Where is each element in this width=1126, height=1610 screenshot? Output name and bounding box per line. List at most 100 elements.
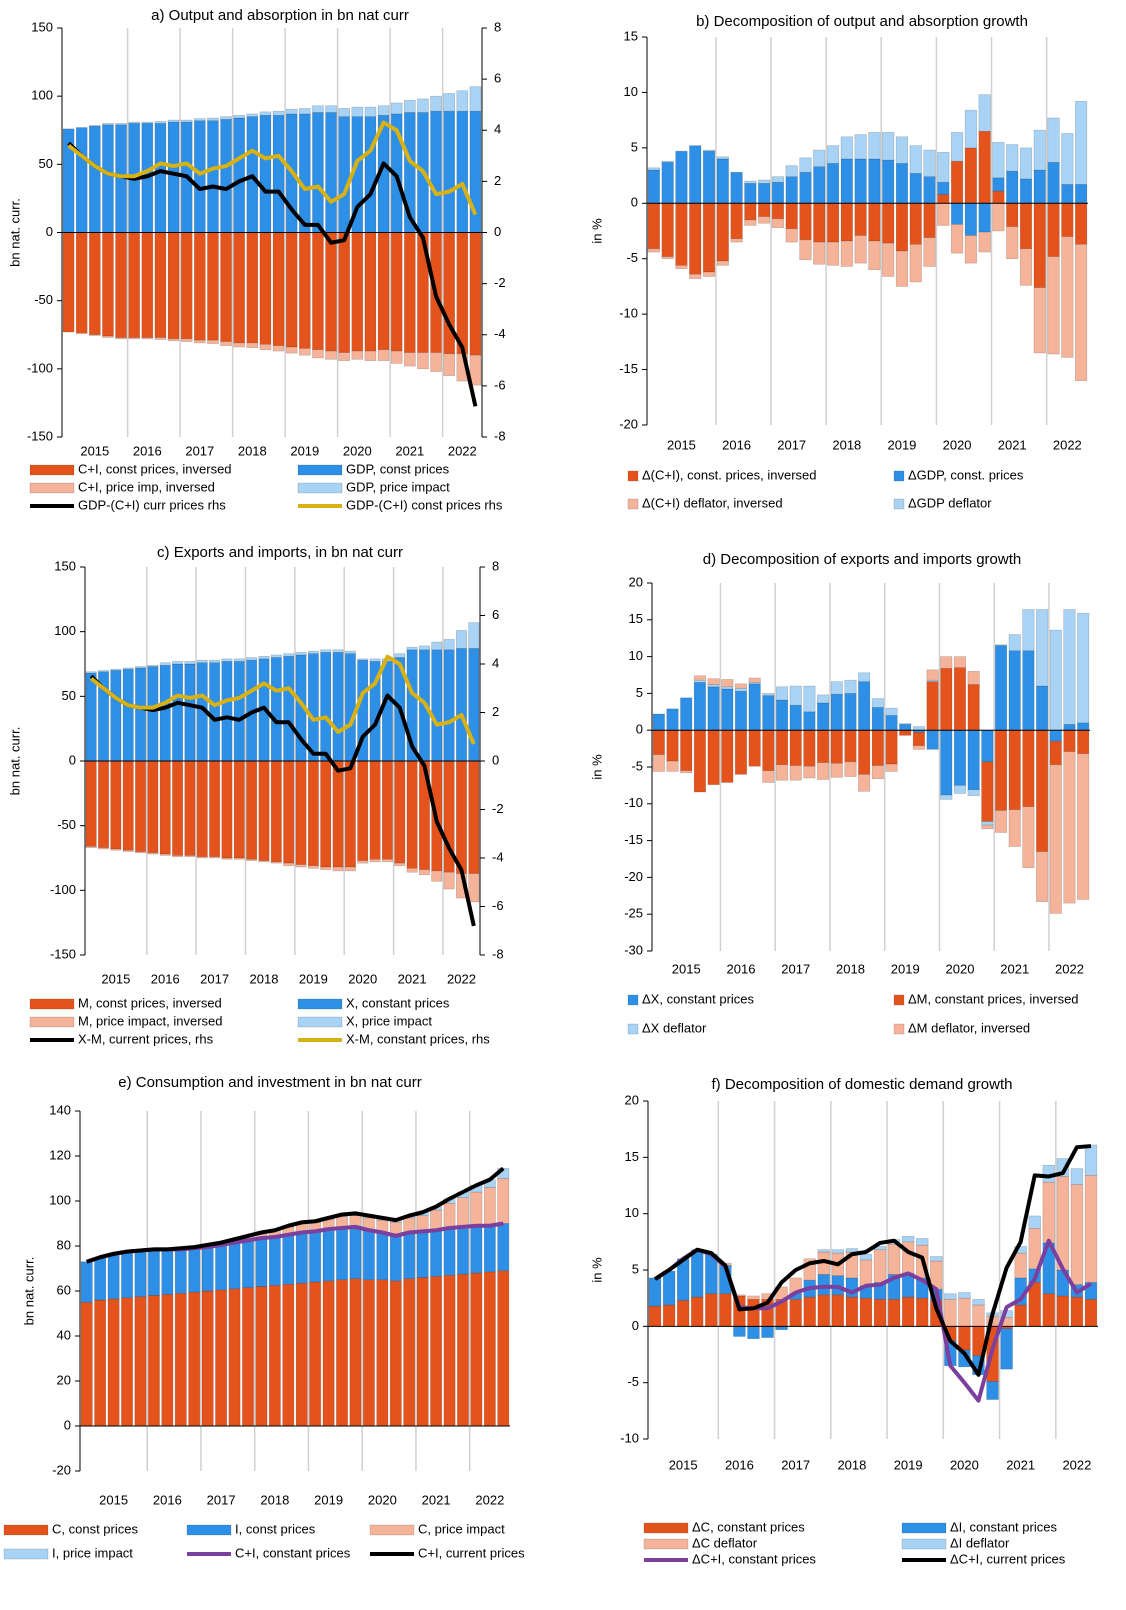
bar (1084, 1144, 1098, 1176)
y-tick-label: 5 (631, 139, 638, 154)
bar (242, 1287, 254, 1427)
bar (322, 1280, 335, 1427)
bar (901, 1296, 915, 1327)
bar (899, 723, 912, 725)
bar (135, 851, 147, 854)
bar (721, 679, 734, 688)
bar (887, 1298, 901, 1327)
x-tick-label: 2018 (250, 971, 279, 986)
x-tick-label: 2019 (299, 971, 328, 986)
bar (325, 105, 337, 113)
bar (147, 664, 159, 667)
bar (909, 173, 922, 204)
bar (1063, 609, 1076, 725)
y-tick-label: -10 (620, 1430, 639, 1445)
bar (285, 346, 298, 354)
bar (283, 655, 295, 762)
bar (209, 659, 221, 664)
bar (246, 113, 259, 117)
bar (1028, 1282, 1041, 1327)
legend-label: ΔI, constant prices (950, 1519, 1057, 1534)
bar (882, 202, 895, 244)
bar (1056, 1158, 1070, 1177)
bar (381, 760, 393, 860)
bar (647, 167, 660, 171)
y-tick-label: 15 (624, 28, 638, 43)
legend-label: ΔC deflator (692, 1535, 758, 1550)
bar (734, 683, 748, 689)
bar (349, 1278, 362, 1427)
x-tick-label: 2016 (153, 1492, 182, 1507)
bar (1049, 764, 1062, 914)
bar (270, 657, 282, 762)
bar (702, 149, 716, 152)
y-tick-label: -15 (624, 832, 643, 847)
bar (840, 202, 853, 242)
bar (259, 232, 272, 345)
bar (128, 337, 141, 340)
bar (882, 132, 895, 161)
y-tick-label: 0 (636, 722, 643, 737)
bar (483, 1225, 496, 1273)
bar (1008, 809, 1021, 847)
y2-tick-label: 4 (494, 122, 501, 137)
bar (184, 661, 196, 665)
bar (964, 109, 977, 149)
y-tick-label: 0 (64, 1417, 71, 1432)
bar (196, 856, 208, 859)
bar (817, 729, 830, 763)
y-tick-label: -100 (50, 882, 76, 897)
bar (357, 760, 369, 861)
legend-label: ΔGDP, const. prices (908, 467, 1024, 482)
bar (958, 1297, 971, 1327)
legend-label: GDP, price impact (346, 479, 450, 494)
bar (775, 729, 789, 766)
bar (817, 762, 830, 780)
bar (799, 171, 812, 204)
bar (258, 655, 270, 660)
bar (89, 125, 101, 233)
bar (325, 350, 337, 360)
bar (430, 1229, 443, 1277)
x-tick-label: 2022 (447, 971, 476, 986)
bar (110, 668, 122, 671)
bar (364, 116, 377, 233)
bar (159, 853, 171, 856)
bar (430, 95, 442, 112)
bar (390, 102, 403, 115)
y2-tick-label: 6 (494, 71, 501, 86)
bar (648, 1277, 662, 1307)
legend-swatch (3, 1548, 49, 1560)
bar (336, 1227, 348, 1281)
legend-swatch (186, 1524, 232, 1536)
bar (406, 760, 418, 869)
bar (994, 644, 1008, 646)
legend-label: I, price impact (52, 1545, 133, 1560)
y-axis-label: in % (589, 754, 604, 780)
bar (748, 729, 761, 767)
bar (85, 760, 97, 847)
bar (377, 232, 390, 351)
bar (246, 657, 258, 661)
bar (707, 686, 720, 731)
legend-swatch (901, 1538, 947, 1550)
bar (259, 111, 272, 116)
bar (895, 202, 909, 252)
bar (873, 1298, 887, 1327)
y-tick-label: 0 (631, 195, 638, 210)
legend-label: M, price impact, inversed (78, 1013, 223, 1028)
bar (661, 160, 674, 163)
bar (209, 662, 221, 762)
bar (964, 147, 977, 204)
bar (102, 123, 114, 126)
x-tick-label: 2021 (1006, 1457, 1035, 1472)
bar (873, 1249, 887, 1283)
chart-title: a) Output and absorption in bn nat curr (151, 7, 409, 24)
bar (180, 232, 193, 340)
x-tick-label: 2020 (946, 961, 975, 976)
bar (840, 158, 853, 204)
bar (803, 1258, 816, 1281)
bar (468, 760, 480, 874)
bar (826, 202, 840, 243)
legend-swatch (627, 498, 639, 510)
